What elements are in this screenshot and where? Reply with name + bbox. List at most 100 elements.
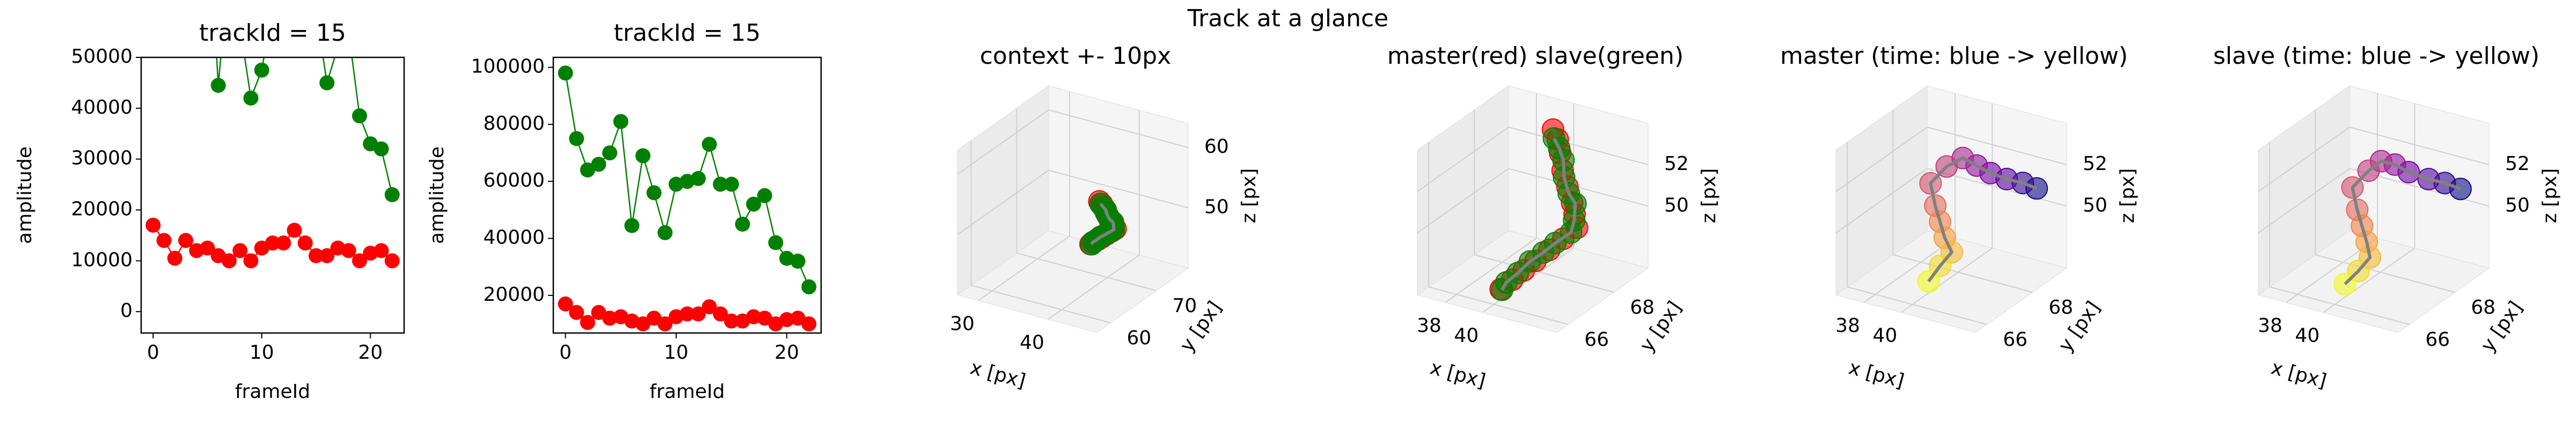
data-point <box>768 235 784 250</box>
grid-line <box>1048 169 1189 209</box>
data-point <box>374 243 389 258</box>
grid-line <box>1445 238 1537 303</box>
data-point <box>309 4 324 19</box>
data-point <box>374 141 389 157</box>
grid-line <box>957 169 1049 235</box>
x-tick-label: 20 <box>358 342 383 364</box>
data-point <box>646 185 662 201</box>
x-tick-label: 38 <box>1835 315 1860 337</box>
z-axis-label: z [px] <box>2117 168 2139 224</box>
pane <box>1048 85 1189 269</box>
y-tick-label: 60000 <box>483 169 545 191</box>
z-tick-label: 52 <box>1664 153 1689 175</box>
z-axis-label: z [px] <box>1238 168 1260 224</box>
data-point <box>602 145 618 161</box>
data-point <box>723 313 739 329</box>
grid-line <box>1847 286 1987 325</box>
x-tick-label: 20 <box>774 342 799 364</box>
x-axis-label: x [px] <box>1428 357 1488 393</box>
data-point <box>243 90 259 106</box>
grid-line <box>1428 286 1569 325</box>
chart-title: master (time: blue -> yellow) <box>1780 42 2128 70</box>
x-axis-label: frameId <box>235 381 310 403</box>
y-axis-label: amplitude <box>14 146 36 244</box>
x-axis-label: x [px] <box>2268 357 2329 393</box>
y-axis-label: amplitude <box>426 146 448 244</box>
data-point <box>265 0 280 14</box>
data-point <box>602 310 618 326</box>
data-point <box>691 171 706 186</box>
chart-title: trackId = 15 <box>614 19 761 47</box>
grid-line <box>1835 127 1928 192</box>
data-point <box>384 253 400 269</box>
data-point <box>735 216 750 232</box>
data-point <box>276 0 291 9</box>
x-tick-label: 40 <box>1020 332 1044 354</box>
chart-title: trackId = 15 <box>199 19 346 47</box>
grid-line <box>1835 168 1928 234</box>
x-tick-label: 0 <box>559 342 572 364</box>
y-tick-label: 68 <box>2048 297 2073 319</box>
data-point <box>308 248 324 263</box>
data-point <box>713 306 728 322</box>
series-line <box>216 57 393 195</box>
z-tick-label: 52 <box>2505 153 2530 175</box>
grid-line <box>2269 286 2410 325</box>
data-point <box>779 312 795 328</box>
data-point <box>145 217 161 233</box>
y-tick-label: 40000 <box>483 227 545 249</box>
y-tick-label: 20000 <box>483 284 545 306</box>
y-tick-label: 40000 <box>71 97 133 119</box>
data-point <box>591 305 606 320</box>
data-point <box>341 243 356 258</box>
data-point <box>635 316 651 331</box>
y-tick-label: 0 <box>120 300 133 322</box>
data-point <box>384 187 400 203</box>
data-point <box>352 108 367 124</box>
chart-title: context +- 10px <box>980 42 1172 70</box>
chart-title: master(red) slave(green) <box>1387 42 1684 70</box>
y-tick-label: 66 <box>1584 329 1609 351</box>
data-point <box>591 157 606 172</box>
data-point <box>580 315 595 330</box>
track-line <box>2344 159 2461 285</box>
data-point <box>569 305 584 320</box>
y-tick-label: 66 <box>2425 329 2450 351</box>
y-tick-label: 68 <box>1630 297 1655 319</box>
z-tick-label: 50 <box>1204 196 1229 218</box>
data-point <box>156 233 172 248</box>
data-point <box>801 279 817 294</box>
x-axis-label: x [px] <box>968 357 1028 393</box>
data-point <box>254 62 269 78</box>
data-point <box>167 250 182 266</box>
data-point <box>790 310 806 326</box>
data-point <box>210 78 226 93</box>
z-tick-label: 50 <box>2083 194 2107 216</box>
y-tick-label: 66 <box>2003 329 2028 351</box>
data-point <box>265 235 280 251</box>
data-point <box>757 310 772 326</box>
data-point <box>613 114 628 129</box>
x-tick-label: 0 <box>147 342 159 364</box>
x-tick-label: 10 <box>250 342 274 364</box>
grid-line <box>1048 109 1189 148</box>
x-axis-label: frameId <box>649 381 724 403</box>
data-point <box>558 65 573 81</box>
y-tick-label: 70 <box>1173 295 1197 317</box>
data-point <box>746 196 762 212</box>
x-tick-label: 30 <box>950 313 975 335</box>
data-point <box>243 253 259 269</box>
data-point <box>558 296 573 312</box>
grid-line <box>2258 127 2350 192</box>
y-tick-label: 20000 <box>71 198 133 220</box>
x-tick-label: 38 <box>1417 315 1441 337</box>
x-tick-label: 40 <box>1454 325 1479 347</box>
grid-line <box>2349 127 2490 166</box>
data-point <box>222 253 237 269</box>
x-tick-label: 40 <box>1872 325 1897 347</box>
grid-line <box>2315 254 2455 293</box>
data-point <box>757 188 772 203</box>
z-axis-label: z [px] <box>1698 168 1720 224</box>
z-tick-label: 52 <box>2083 153 2107 175</box>
